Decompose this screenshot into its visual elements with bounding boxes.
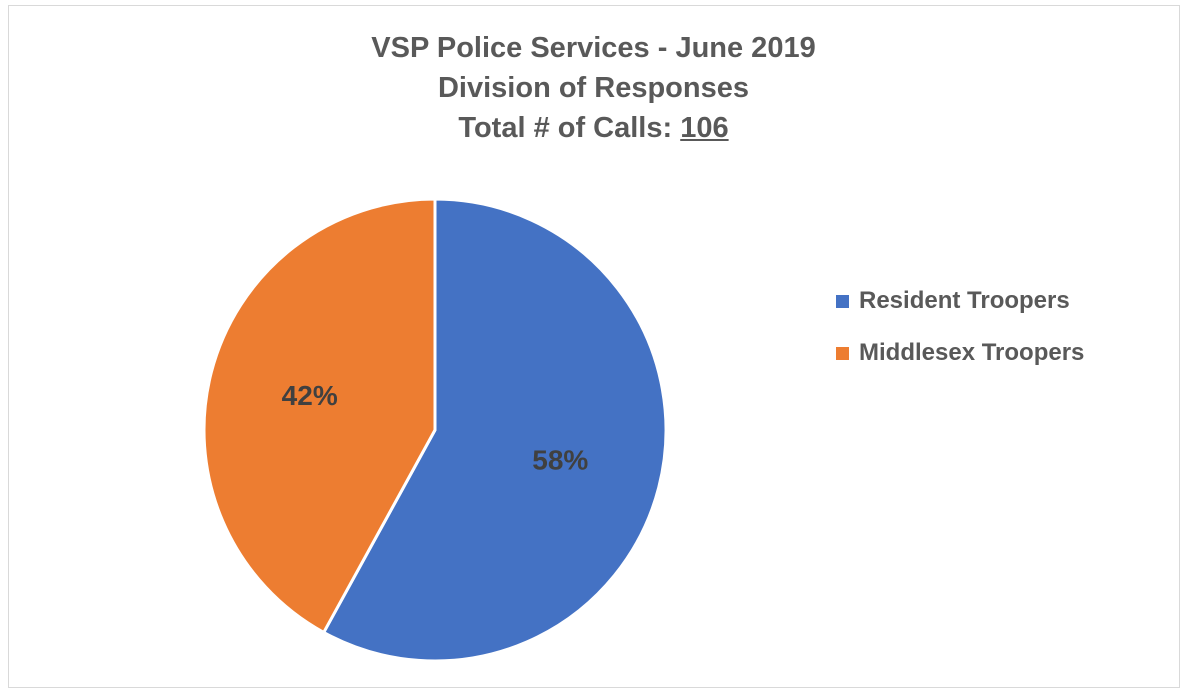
data-label-resident-troopers: 58% (532, 445, 588, 476)
legend-item-resident-troopers: Resident Troopers (836, 286, 1084, 316)
pie-slice-resident-troopers (322, 197, 668, 663)
total-calls-label: Total # of Calls: (458, 112, 673, 144)
legend-item-middlesex-troopers: Middlesex Troopers (836, 338, 1084, 368)
chart-title-line-1: VSP Police Services - June 2019 (371, 32, 816, 64)
legend-label-resident-troopers: Resident Troopers (859, 287, 1070, 314)
legend-swatch-resident-troopers (836, 294, 849, 308)
chart-total-line: Total # of Calls: 106 (0, 108, 1187, 148)
data-label-middlesex-troopers: 42% (282, 380, 338, 411)
chart-title-line-2: Division of Responses (437, 72, 749, 104)
chart-legend: Resident Troopers Middlesex Troopers (836, 286, 1084, 390)
legend-swatch-middlesex-troopers (836, 346, 849, 360)
pie-slice-middlesex-troopers (202, 197, 437, 634)
chart-title: VSP Police Services - June 2019 Division… (0, 28, 1187, 148)
total-calls-value: 106 (680, 112, 729, 144)
legend-label-middlesex-troopers: Middlesex Troopers (859, 339, 1085, 366)
